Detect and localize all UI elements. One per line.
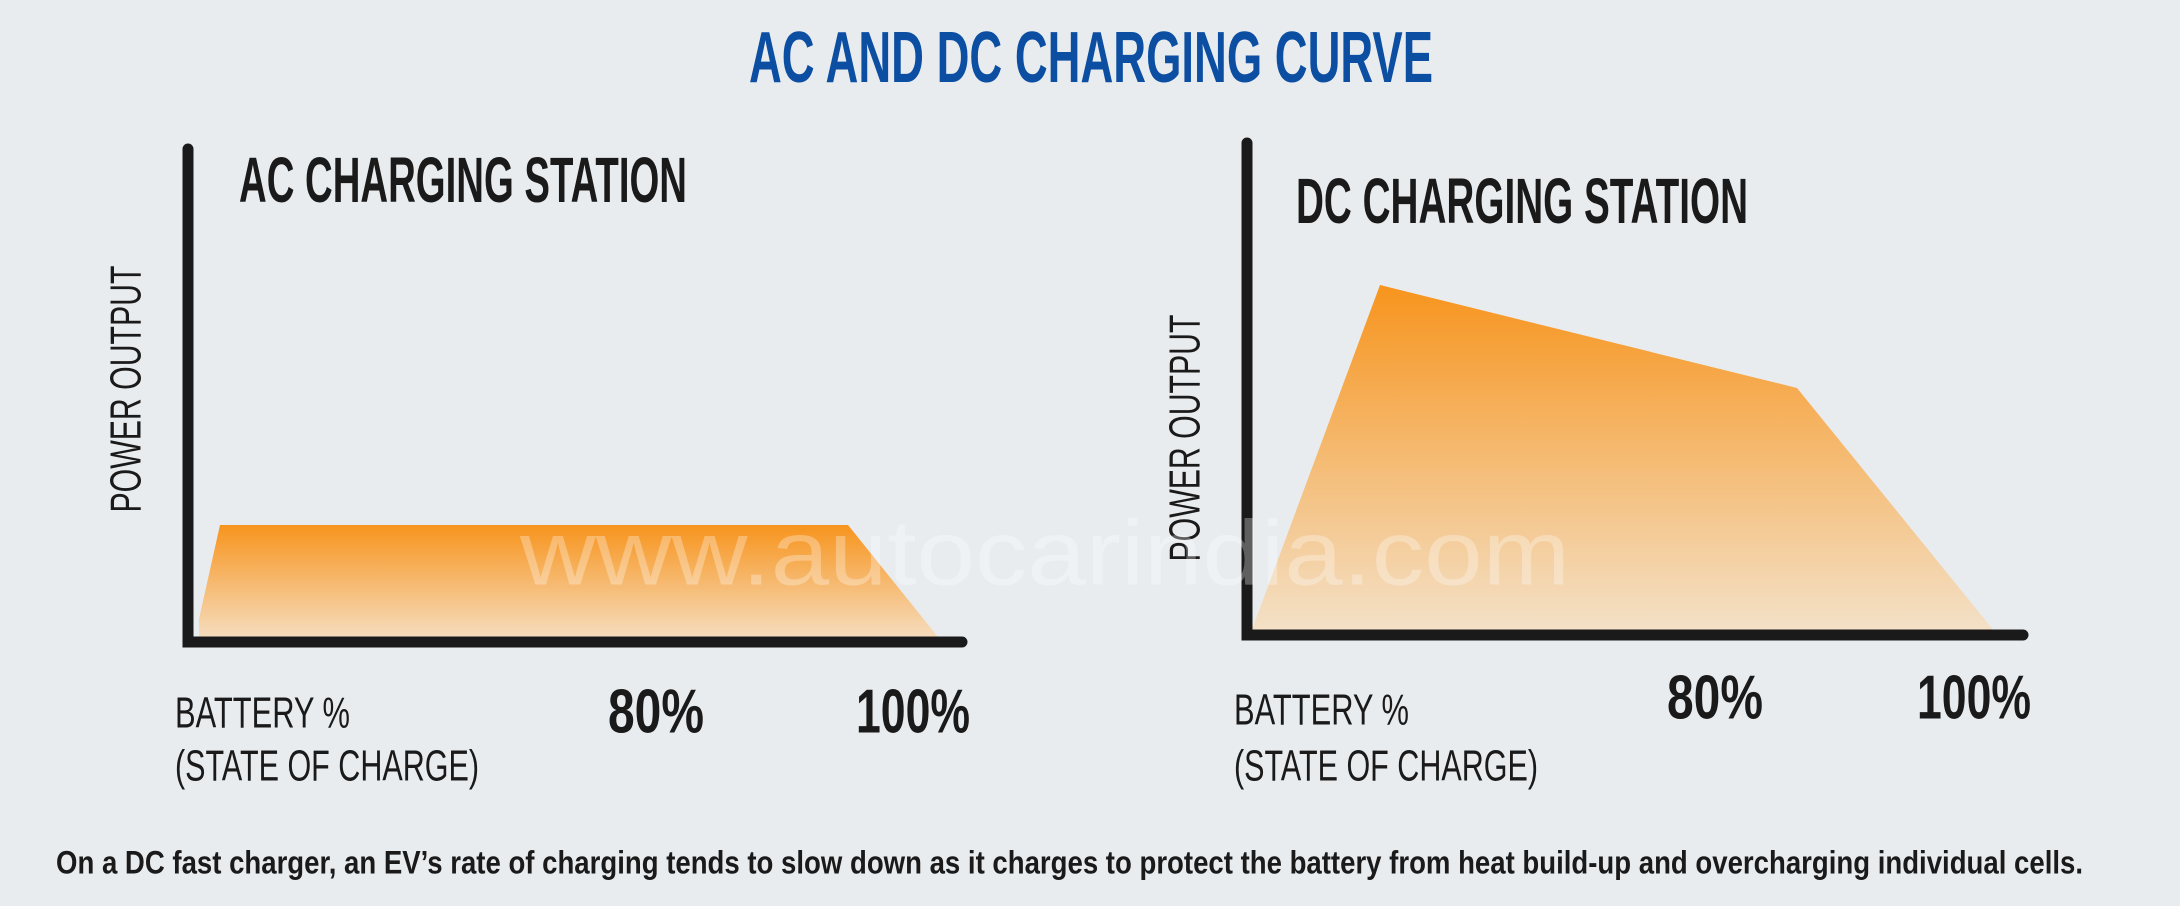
y-axis-label: POWER OUTPUT bbox=[1161, 315, 1210, 562]
panel-title: DC CHARGING STATION bbox=[1296, 165, 1748, 237]
x-axis-label: (STATE OF CHARGE) bbox=[175, 742, 479, 791]
ac-panel: AC CHARGING STATION POWER OUTPUT BATTERY… bbox=[102, 143, 970, 791]
y-axis-label: POWER OUTPUT bbox=[102, 266, 151, 513]
dc-axes bbox=[1241, 137, 2029, 641]
x-tick-label: 80% bbox=[608, 677, 704, 746]
watermark: www.autocarindia.com bbox=[519, 502, 1570, 604]
x-axis-label: (STATE OF CHARGE) bbox=[1234, 742, 1538, 791]
x-tick-label: 100% bbox=[1917, 663, 2031, 732]
dc-curve-area bbox=[1251, 285, 1995, 632]
page-title: AC AND DC CHARGING CURVE bbox=[749, 18, 1433, 98]
caption: On a DC fast charger, an EV’s rate of ch… bbox=[56, 844, 2083, 880]
ac-curve-area bbox=[199, 525, 938, 637]
x-axis-label: BATTERY % bbox=[1234, 686, 1409, 735]
x-axis-label: BATTERY % bbox=[175, 689, 350, 738]
dc-panel: DC CHARGING STATION POWER OUTPUT BATTERY… bbox=[1161, 137, 2031, 791]
x-tick-label: 80% bbox=[1667, 663, 1763, 732]
ac-axes bbox=[182, 143, 968, 648]
panel-title: AC CHARGING STATION bbox=[239, 144, 687, 216]
x-tick-label: 100% bbox=[856, 677, 970, 746]
